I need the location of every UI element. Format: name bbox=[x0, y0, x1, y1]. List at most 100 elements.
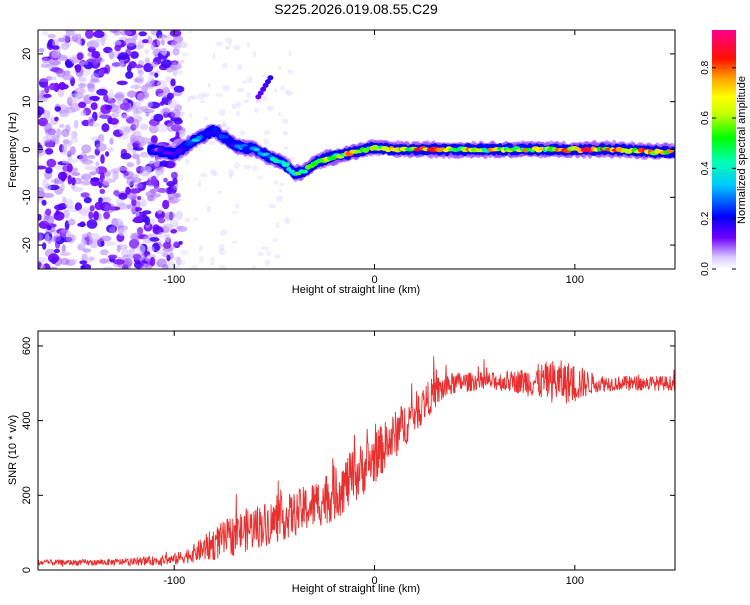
noise-blob bbox=[107, 147, 114, 152]
noise-blob bbox=[38, 165, 47, 170]
noise-blob bbox=[108, 49, 115, 60]
noise-blob bbox=[192, 217, 199, 221]
noise-blob bbox=[130, 51, 139, 59]
noise-blob bbox=[65, 60, 73, 69]
noise-blob bbox=[273, 180, 278, 185]
noise-blob bbox=[102, 176, 111, 186]
noise-blob bbox=[231, 103, 238, 110]
noise-blob bbox=[142, 108, 155, 114]
noise-blob bbox=[117, 227, 127, 237]
noise-blob bbox=[174, 192, 182, 198]
noise-blob bbox=[273, 254, 281, 259]
noise-blob bbox=[118, 192, 128, 200]
noise-blob bbox=[206, 205, 212, 213]
noise-blob bbox=[109, 30, 119, 34]
noise-blob bbox=[74, 64, 82, 73]
noise-blob bbox=[162, 199, 170, 210]
noise-blob bbox=[60, 257, 70, 265]
noise-blob bbox=[119, 125, 131, 135]
noise-blob bbox=[170, 109, 181, 118]
noise-blob bbox=[166, 254, 171, 262]
noise-blob bbox=[105, 151, 110, 157]
noise-blob bbox=[61, 243, 66, 254]
noise-blob bbox=[71, 177, 76, 186]
noise-blob bbox=[159, 47, 168, 55]
noise-blob bbox=[53, 211, 65, 221]
noise-blob bbox=[257, 176, 264, 180]
noise-blob bbox=[177, 41, 187, 49]
noise-blob bbox=[38, 191, 46, 198]
noise-blob bbox=[78, 101, 87, 109]
y-tick-label: -20 bbox=[21, 237, 33, 253]
noise-blob bbox=[177, 69, 184, 76]
noise-blob bbox=[134, 78, 143, 83]
noise-blob bbox=[64, 140, 73, 147]
noise-blob bbox=[179, 59, 185, 64]
noise-blob bbox=[168, 99, 178, 110]
noise-blob bbox=[134, 64, 144, 69]
noise-blob bbox=[165, 187, 172, 195]
noise-blob bbox=[181, 52, 189, 57]
noise-blob bbox=[113, 190, 120, 196]
noise-blob bbox=[46, 76, 53, 81]
noise-blob bbox=[60, 42, 69, 50]
noise-blob bbox=[69, 258, 78, 264]
noise-blob bbox=[43, 215, 55, 225]
noise-blob bbox=[266, 105, 275, 111]
noise-blob bbox=[171, 62, 178, 71]
ridge-core bbox=[212, 127, 218, 133]
noise-blob bbox=[65, 234, 76, 244]
colorbar-tick-label: 0.6 bbox=[700, 111, 711, 125]
noise-blob bbox=[221, 120, 227, 128]
noise-blob bbox=[150, 135, 158, 144]
noise-blob bbox=[78, 82, 87, 88]
noise-blob bbox=[184, 41, 189, 49]
noise-blob bbox=[41, 199, 47, 206]
noise-blob bbox=[132, 253, 142, 260]
noise-blob bbox=[185, 158, 190, 165]
noise-blob bbox=[226, 45, 231, 50]
noise-blob bbox=[94, 201, 103, 211]
noise-blob bbox=[278, 188, 282, 193]
noise-blob bbox=[113, 39, 122, 47]
noise-blob bbox=[38, 106, 45, 116]
spectral-streak bbox=[265, 79, 271, 85]
noise-blob bbox=[176, 225, 183, 231]
noise-blob bbox=[53, 234, 62, 242]
noise-blob bbox=[45, 167, 53, 174]
noise-blob bbox=[218, 264, 227, 269]
noise-blob bbox=[150, 30, 157, 36]
noise-blob bbox=[81, 144, 92, 154]
ridge-core bbox=[220, 135, 229, 139]
noise-blob bbox=[251, 265, 257, 269]
noise-blob bbox=[217, 190, 223, 195]
noise-blob bbox=[51, 45, 60, 50]
noise-blob bbox=[222, 85, 231, 91]
noise-blob bbox=[103, 170, 111, 177]
noise-blob bbox=[261, 74, 268, 78]
noise-blob bbox=[100, 154, 105, 164]
noise-blob bbox=[164, 211, 176, 220]
noise-blob bbox=[129, 247, 136, 254]
colorbar: 0.0 0.2 0.4 0.6 0.8 Normalized spectral ampl… bbox=[700, 30, 748, 276]
noise-blob bbox=[218, 243, 225, 251]
colorbar-axis: 0.0 0.2 0.4 0.6 0.8 bbox=[700, 60, 736, 276]
ridge-core bbox=[179, 146, 187, 151]
noise-blob bbox=[266, 250, 271, 256]
noise-blob bbox=[149, 256, 156, 267]
noise-blob bbox=[150, 42, 156, 50]
noise-blob bbox=[233, 162, 240, 169]
noise-blob bbox=[186, 98, 191, 103]
noise-blob bbox=[154, 167, 165, 173]
noise-blob bbox=[178, 174, 184, 182]
noise-blob bbox=[156, 258, 167, 268]
noise-blob bbox=[76, 33, 82, 39]
noise-blob bbox=[186, 95, 194, 100]
noise-blob bbox=[228, 41, 232, 46]
noise-blob bbox=[40, 63, 50, 69]
noise-blob bbox=[91, 50, 101, 59]
noise-blob bbox=[83, 174, 91, 180]
noise-blob bbox=[76, 38, 82, 46]
noise-blob bbox=[120, 153, 132, 160]
